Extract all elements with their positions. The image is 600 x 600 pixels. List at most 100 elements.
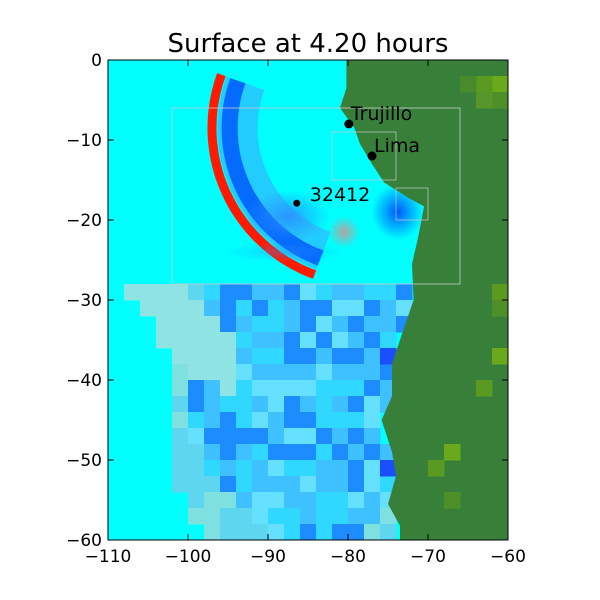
y-tick-label: −10 xyxy=(66,131,102,151)
grid-cell xyxy=(172,364,189,381)
grid-cell xyxy=(188,364,205,381)
station-point xyxy=(367,151,377,161)
grid-cell xyxy=(172,348,189,365)
highland-cells xyxy=(428,76,508,509)
grid-cell xyxy=(364,396,381,413)
x-axis: −110 −100 −90 −80 −70 −60 xyxy=(85,60,526,567)
grid-cell xyxy=(284,524,301,540)
grid-cell xyxy=(348,380,365,397)
grid-cell xyxy=(348,300,365,317)
grid-cell xyxy=(316,316,333,333)
grid-cell xyxy=(252,492,269,509)
grid-cell xyxy=(348,428,365,445)
grid-cell xyxy=(300,316,317,333)
grid-cell xyxy=(268,364,285,381)
grid-cell xyxy=(332,412,349,429)
grid-cell xyxy=(316,284,333,301)
refinement-box xyxy=(395,187,429,221)
grid-cell xyxy=(300,524,317,540)
highland-cell xyxy=(476,92,493,109)
grid-cell xyxy=(332,284,349,301)
wave-blob xyxy=(224,242,344,262)
grid-cell xyxy=(332,364,349,381)
grid-cell xyxy=(236,508,253,525)
grid-cell xyxy=(188,460,205,477)
grid-cell xyxy=(188,332,205,349)
x-tick-label: −90 xyxy=(250,547,286,567)
grid-cell xyxy=(300,348,317,365)
grid-cell xyxy=(204,396,221,413)
grid-cell xyxy=(332,348,349,365)
station-point xyxy=(293,199,301,207)
grid-cell xyxy=(380,332,397,349)
grid-cell xyxy=(268,524,285,540)
grid-cell xyxy=(284,476,301,493)
grid-cell xyxy=(236,492,253,509)
y-tick-label: −40 xyxy=(66,371,102,391)
grid-cell xyxy=(380,316,397,333)
grid-cell xyxy=(316,396,333,413)
highland-cell xyxy=(444,492,461,509)
grid-cell xyxy=(236,348,253,365)
grid-cell xyxy=(364,364,381,381)
grid-cell xyxy=(204,460,221,477)
grid-cell xyxy=(188,380,205,397)
x-tick-label: −100 xyxy=(165,547,212,567)
grid-cell xyxy=(220,348,237,365)
grid-cell xyxy=(284,316,301,333)
y-tick-label: −20 xyxy=(66,211,102,231)
grid-cell xyxy=(188,428,205,445)
grid-cell xyxy=(316,300,333,317)
grid-cell xyxy=(252,444,269,461)
grid-cell xyxy=(220,460,237,477)
highland-cell xyxy=(492,92,508,109)
highland-cell xyxy=(428,460,445,477)
grid-cell xyxy=(380,508,397,525)
grid-cell xyxy=(316,508,333,525)
grid-cell xyxy=(348,316,365,333)
grid-cell xyxy=(316,332,333,349)
grid-cell xyxy=(284,492,301,509)
grid-cell xyxy=(172,316,189,333)
grid-cell xyxy=(316,428,333,445)
grid-cell xyxy=(300,444,317,461)
grid-cell xyxy=(284,364,301,381)
grid-cell xyxy=(348,444,365,461)
highland-cell xyxy=(444,444,461,461)
grid-cell xyxy=(348,508,365,525)
grid-cell xyxy=(236,460,253,477)
grid-cell xyxy=(220,492,237,509)
grid-cell xyxy=(204,492,221,509)
y-tick-label: −30 xyxy=(66,291,102,311)
grid-cell xyxy=(268,508,285,525)
grid-cell xyxy=(188,316,205,333)
grid-cell xyxy=(220,316,237,333)
grid-cell xyxy=(156,316,173,333)
grid-cell xyxy=(364,476,381,493)
grid-cell xyxy=(204,364,221,381)
grid-cell xyxy=(188,348,205,365)
grid-cell xyxy=(236,316,253,333)
grid-cell xyxy=(364,380,381,397)
grid-cell xyxy=(172,444,189,461)
grid-cell xyxy=(220,524,237,540)
grid-cell xyxy=(252,284,269,301)
grid-cell xyxy=(172,396,189,413)
grid-cell xyxy=(396,300,413,317)
grid-cell xyxy=(204,476,221,493)
grid-cell xyxy=(204,348,221,365)
grid-cell xyxy=(252,524,269,540)
grid-cell xyxy=(284,428,301,445)
grid-cell xyxy=(204,412,221,429)
grid-cell xyxy=(316,492,333,509)
grid-cell xyxy=(364,444,381,461)
grid-cell xyxy=(348,476,365,493)
grid-cell xyxy=(220,380,237,397)
grid-cell xyxy=(188,492,205,509)
grid-cell xyxy=(188,444,205,461)
grid-cell xyxy=(268,428,285,445)
grid-cell xyxy=(156,284,173,301)
grid-cell xyxy=(268,412,285,429)
grid-cell xyxy=(172,300,189,317)
grid-cell xyxy=(204,508,221,525)
